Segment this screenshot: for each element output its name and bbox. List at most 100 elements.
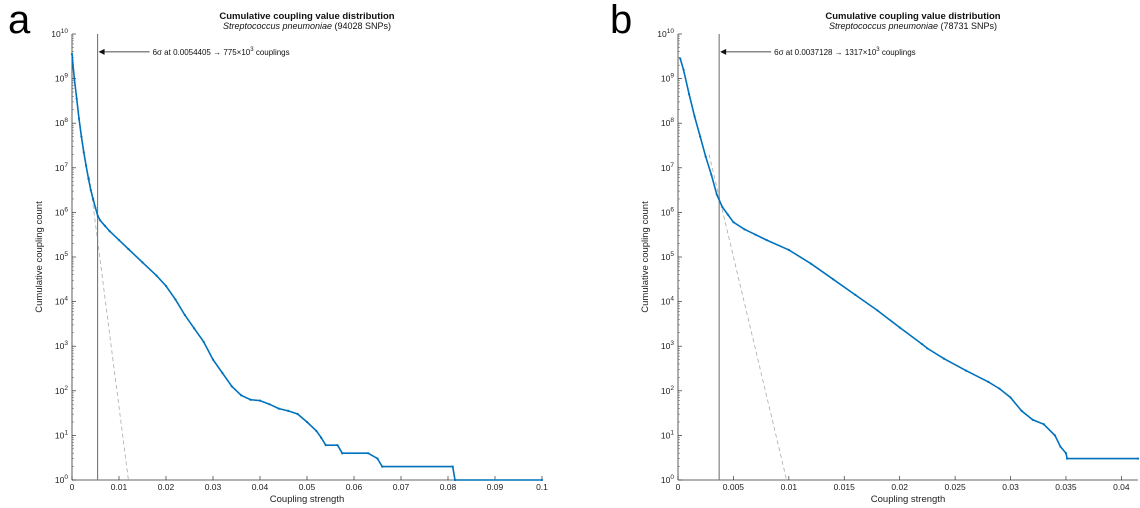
y-tick-label-a-8: 108 — [55, 117, 68, 128]
annotation-text-a: 6σ at 0.0054405 → 775×103 couplings — [153, 47, 290, 57]
data-point-b-11 — [743, 228, 746, 231]
y-tick-label-b-9: 109 — [661, 73, 674, 84]
data-point-a-10 — [94, 206, 97, 210]
data-point-b-2 — [687, 93, 691, 96]
series-a-0 — [70, 52, 544, 482]
y-tick-label-b-8: 108 — [661, 117, 674, 128]
series-line-b-0 — [679, 58, 1138, 460]
x-tick-label-a-2: 0.02 — [158, 482, 175, 492]
series-line-a-0 — [71, 54, 542, 481]
data-point-b-29 — [1042, 423, 1045, 426]
data-point-b-34 — [1136, 457, 1140, 460]
y-tick-label-a-1: 101 — [55, 429, 68, 440]
data-point-b-33 — [1065, 457, 1069, 460]
data-point-a-29 — [258, 399, 262, 402]
data-point-a-6 — [85, 164, 88, 167]
data-point-a-35 — [315, 429, 318, 433]
data-point-a-30 — [268, 403, 271, 406]
x-axis-label-a: Coupling strength — [270, 494, 344, 505]
data-point-b-5 — [704, 155, 707, 158]
data-point-a-1 — [73, 77, 76, 80]
data-point-b-26 — [1009, 396, 1012, 399]
data-point-a-41 — [376, 457, 379, 460]
data-point-a-34 — [305, 420, 309, 424]
data-point-a-3 — [77, 117, 81, 120]
subtitle-species-a: Streptococcus pneumoniae — [223, 21, 335, 31]
data-point-a-38 — [336, 444, 339, 447]
data-point-b-27 — [1020, 409, 1023, 412]
data-point-b-1 — [682, 68, 685, 71]
data-point-a-9 — [92, 197, 95, 201]
data-point-a-33 — [296, 412, 299, 416]
y-tick-label-a-6: 106 — [55, 206, 68, 217]
x-tick-label-b-2: 0.01 — [781, 482, 798, 492]
annotation-text-b: 6σ at 0.0037128 → 1317×103 couplings — [774, 47, 916, 57]
x-tick-label-b-4: 0.02 — [891, 482, 908, 492]
y-tick-label-a-10: 1010 — [51, 28, 68, 39]
y-tick-label-b-6: 106 — [661, 206, 674, 217]
data-point-a-12 — [99, 219, 102, 222]
data-point-a-31 — [277, 407, 280, 410]
data-point-b-13 — [765, 238, 768, 242]
x-tick-label-a-4: 0.04 — [252, 482, 269, 492]
x-tick-label-b-7: 0.035 — [1055, 482, 1077, 492]
y-axis-label-a: Cumulative coupling count — [34, 201, 45, 313]
fit-line-a — [88, 176, 129, 481]
y-tick-label-b-2: 102 — [661, 385, 674, 396]
data-point-a-2 — [75, 97, 78, 100]
x-axis-label-b: Coupling strength — [871, 494, 945, 505]
data-point-a-0 — [70, 52, 74, 56]
data-point-b-28 — [1031, 418, 1034, 421]
y-tick-label-b-1: 101 — [661, 429, 674, 440]
y-tick-label-a-7: 107 — [55, 162, 68, 173]
panel-letter-b: b — [610, 0, 633, 42]
data-point-b-7 — [715, 193, 718, 196]
data-point-a-44 — [453, 478, 457, 482]
data-point-b-24 — [987, 380, 990, 383]
subtitle-snps-a: (94028 SNPs) — [335, 21, 392, 31]
y-tick-label-b-5: 105 — [661, 251, 674, 262]
data-point-a-8 — [89, 189, 92, 192]
chart-panel-a: Cumulative coupling value distribution St… — [8, 0, 548, 505]
data-point-b-14 — [787, 248, 790, 251]
y-tick-label-b-3: 103 — [661, 340, 674, 351]
data-point-a-5 — [82, 151, 85, 154]
x-tick-label-a-1: 0.01 — [111, 482, 128, 492]
x-tick-label-b-8: 0.04 — [1113, 482, 1130, 492]
annotation-arrowhead-a — [98, 48, 105, 55]
chart-subtitle-b: Streptococcus pneumoniae (78731 SNPs) — [829, 21, 997, 31]
y-tick-label-b-7: 107 — [661, 162, 674, 173]
x-tick-label-a-0: 0 — [70, 482, 75, 492]
data-point-b-3 — [693, 115, 696, 118]
x-tick-label-a-3: 0.03 — [205, 482, 222, 492]
y-tick-label-a-2: 102 — [55, 385, 68, 396]
data-point-a-18 — [155, 274, 158, 277]
data-point-a-4 — [80, 135, 83, 138]
data-point-a-19 — [164, 284, 168, 288]
data-point-a-17 — [141, 261, 144, 264]
data-point-a-24 — [211, 358, 215, 361]
x-tick-label-a-5: 0.05 — [299, 482, 316, 492]
data-point-a-23 — [202, 340, 205, 343]
y-axis-label-b: Cumulative coupling count — [640, 201, 651, 313]
chart-panel-b: Cumulative coupling value distribution St… — [570, 0, 1140, 508]
data-point-a-21 — [183, 313, 186, 317]
data-point-b-22 — [942, 357, 946, 360]
data-point-a-13 — [103, 224, 106, 227]
data-point-b-15 — [809, 262, 813, 265]
x-tick-label-a-6: 0.06 — [346, 482, 363, 492]
data-point-b-10 — [732, 221, 735, 224]
y-tick-label-b-10: 1010 — [657, 28, 674, 39]
data-point-a-15 — [117, 238, 121, 242]
data-point-a-39 — [341, 452, 344, 455]
data-point-b-21 — [926, 347, 929, 350]
y-tick-label-a-4: 104 — [55, 296, 68, 307]
data-point-b-18 — [876, 309, 879, 312]
data-point-a-37 — [324, 444, 327, 447]
data-point-b-16 — [832, 278, 835, 281]
data-point-a-43 — [451, 465, 454, 468]
chart-title-b: Cumulative coupling value distribution — [825, 11, 1000, 22]
data-point-a-20 — [174, 298, 177, 301]
data-point-a-16 — [127, 247, 130, 251]
x-tick-label-b-3: 0.015 — [834, 482, 856, 492]
